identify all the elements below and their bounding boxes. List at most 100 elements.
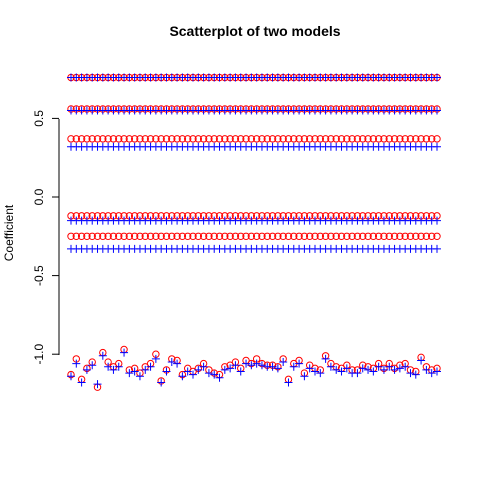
point-circle <box>412 135 420 143</box>
point-circle <box>258 232 266 241</box>
point-plus <box>130 367 139 376</box>
point-plus <box>236 367 245 376</box>
point-circle <box>221 232 229 241</box>
point-circle <box>311 232 319 241</box>
point-circle <box>210 135 218 143</box>
point-circle <box>305 135 314 143</box>
point-circle <box>348 232 356 241</box>
point-plus <box>162 367 171 376</box>
y-axis-ticks: -1.0 -0.5 0.0 0.5 <box>32 110 59 365</box>
point-circle <box>369 232 378 241</box>
point-circle <box>146 232 155 241</box>
point-circle <box>104 232 112 241</box>
point-circle <box>72 232 81 241</box>
point-circle <box>83 232 91 241</box>
point-plus <box>125 369 134 378</box>
point-circle <box>295 135 303 143</box>
point-circle <box>380 135 388 143</box>
point-circle <box>120 232 128 241</box>
point-plus <box>353 369 362 378</box>
point-circle <box>417 232 425 241</box>
point-circle <box>348 135 356 143</box>
point-plus <box>374 362 383 371</box>
point-circle <box>327 135 335 143</box>
y-axis-label: Coefficient <box>2 204 16 261</box>
point-circle <box>226 232 234 241</box>
point-circle <box>417 135 425 143</box>
point-plus <box>390 365 399 374</box>
point-circle <box>353 232 362 241</box>
point-circle <box>162 135 171 143</box>
point-circle <box>88 135 96 143</box>
point-circle <box>141 232 149 241</box>
point-circle <box>406 232 415 241</box>
point-plus <box>189 370 197 379</box>
point-circle <box>125 135 134 143</box>
y-tick-label: -1.0 <box>32 344 46 365</box>
point-plus <box>199 362 208 371</box>
point-plus <box>279 358 288 367</box>
point-circle <box>130 232 139 241</box>
point-circle <box>77 135 86 143</box>
point-circle <box>390 135 399 143</box>
point-plus <box>82 365 91 374</box>
point-circle <box>316 135 325 143</box>
point-circle <box>369 135 378 143</box>
point-circle <box>274 135 282 143</box>
point-plus <box>433 367 441 376</box>
point-plus <box>157 378 166 387</box>
point-circle <box>422 135 431 143</box>
point-plus <box>194 365 203 374</box>
point-circle <box>390 232 399 241</box>
point-circle <box>427 135 436 143</box>
point-circle <box>104 135 112 143</box>
point-plus <box>433 244 441 253</box>
point-plus <box>316 369 325 378</box>
point-plus <box>433 216 441 225</box>
point-circle <box>321 232 330 241</box>
point-plus <box>93 380 102 389</box>
point-circle <box>305 232 314 241</box>
y-tick-label: -0.5 <box>32 265 46 286</box>
point-circle <box>210 232 218 241</box>
point-circle <box>237 135 245 143</box>
point-circle <box>183 232 192 241</box>
point-circle <box>263 135 271 143</box>
point-circle <box>83 135 91 143</box>
point-circle <box>173 232 181 241</box>
data-points <box>67 73 441 391</box>
point-plus <box>141 365 150 374</box>
point-circle <box>146 135 155 143</box>
point-circle <box>136 135 144 143</box>
point-circle <box>359 232 367 241</box>
point-circle <box>120 135 128 143</box>
point-circle <box>433 135 441 143</box>
point-plus <box>72 359 81 368</box>
point-circle <box>343 135 351 143</box>
point-circle <box>157 135 165 143</box>
point-plus <box>178 372 187 381</box>
point-plus <box>257 361 266 370</box>
point-plus <box>401 362 410 371</box>
point-plus <box>321 354 330 363</box>
point-circle <box>332 135 340 143</box>
point-circle <box>125 232 134 241</box>
point-plus <box>433 73 441 82</box>
point-circle <box>396 232 404 241</box>
point-circle <box>178 135 187 143</box>
point-circle <box>168 135 176 143</box>
point-plus <box>284 378 293 387</box>
point-circle <box>205 135 213 143</box>
point-circle <box>141 135 149 143</box>
point-circle <box>237 232 245 241</box>
point-plus <box>364 365 373 374</box>
point-circle <box>311 135 319 143</box>
chart-title: Scatterplot of two models <box>169 23 340 39</box>
point-plus <box>104 362 113 371</box>
point-plus <box>210 370 219 379</box>
point-circle <box>247 232 256 241</box>
point-plus <box>300 372 309 381</box>
y-tick-label: 0.5 <box>32 110 46 127</box>
point-plus <box>120 348 129 357</box>
point-circle <box>152 135 160 143</box>
